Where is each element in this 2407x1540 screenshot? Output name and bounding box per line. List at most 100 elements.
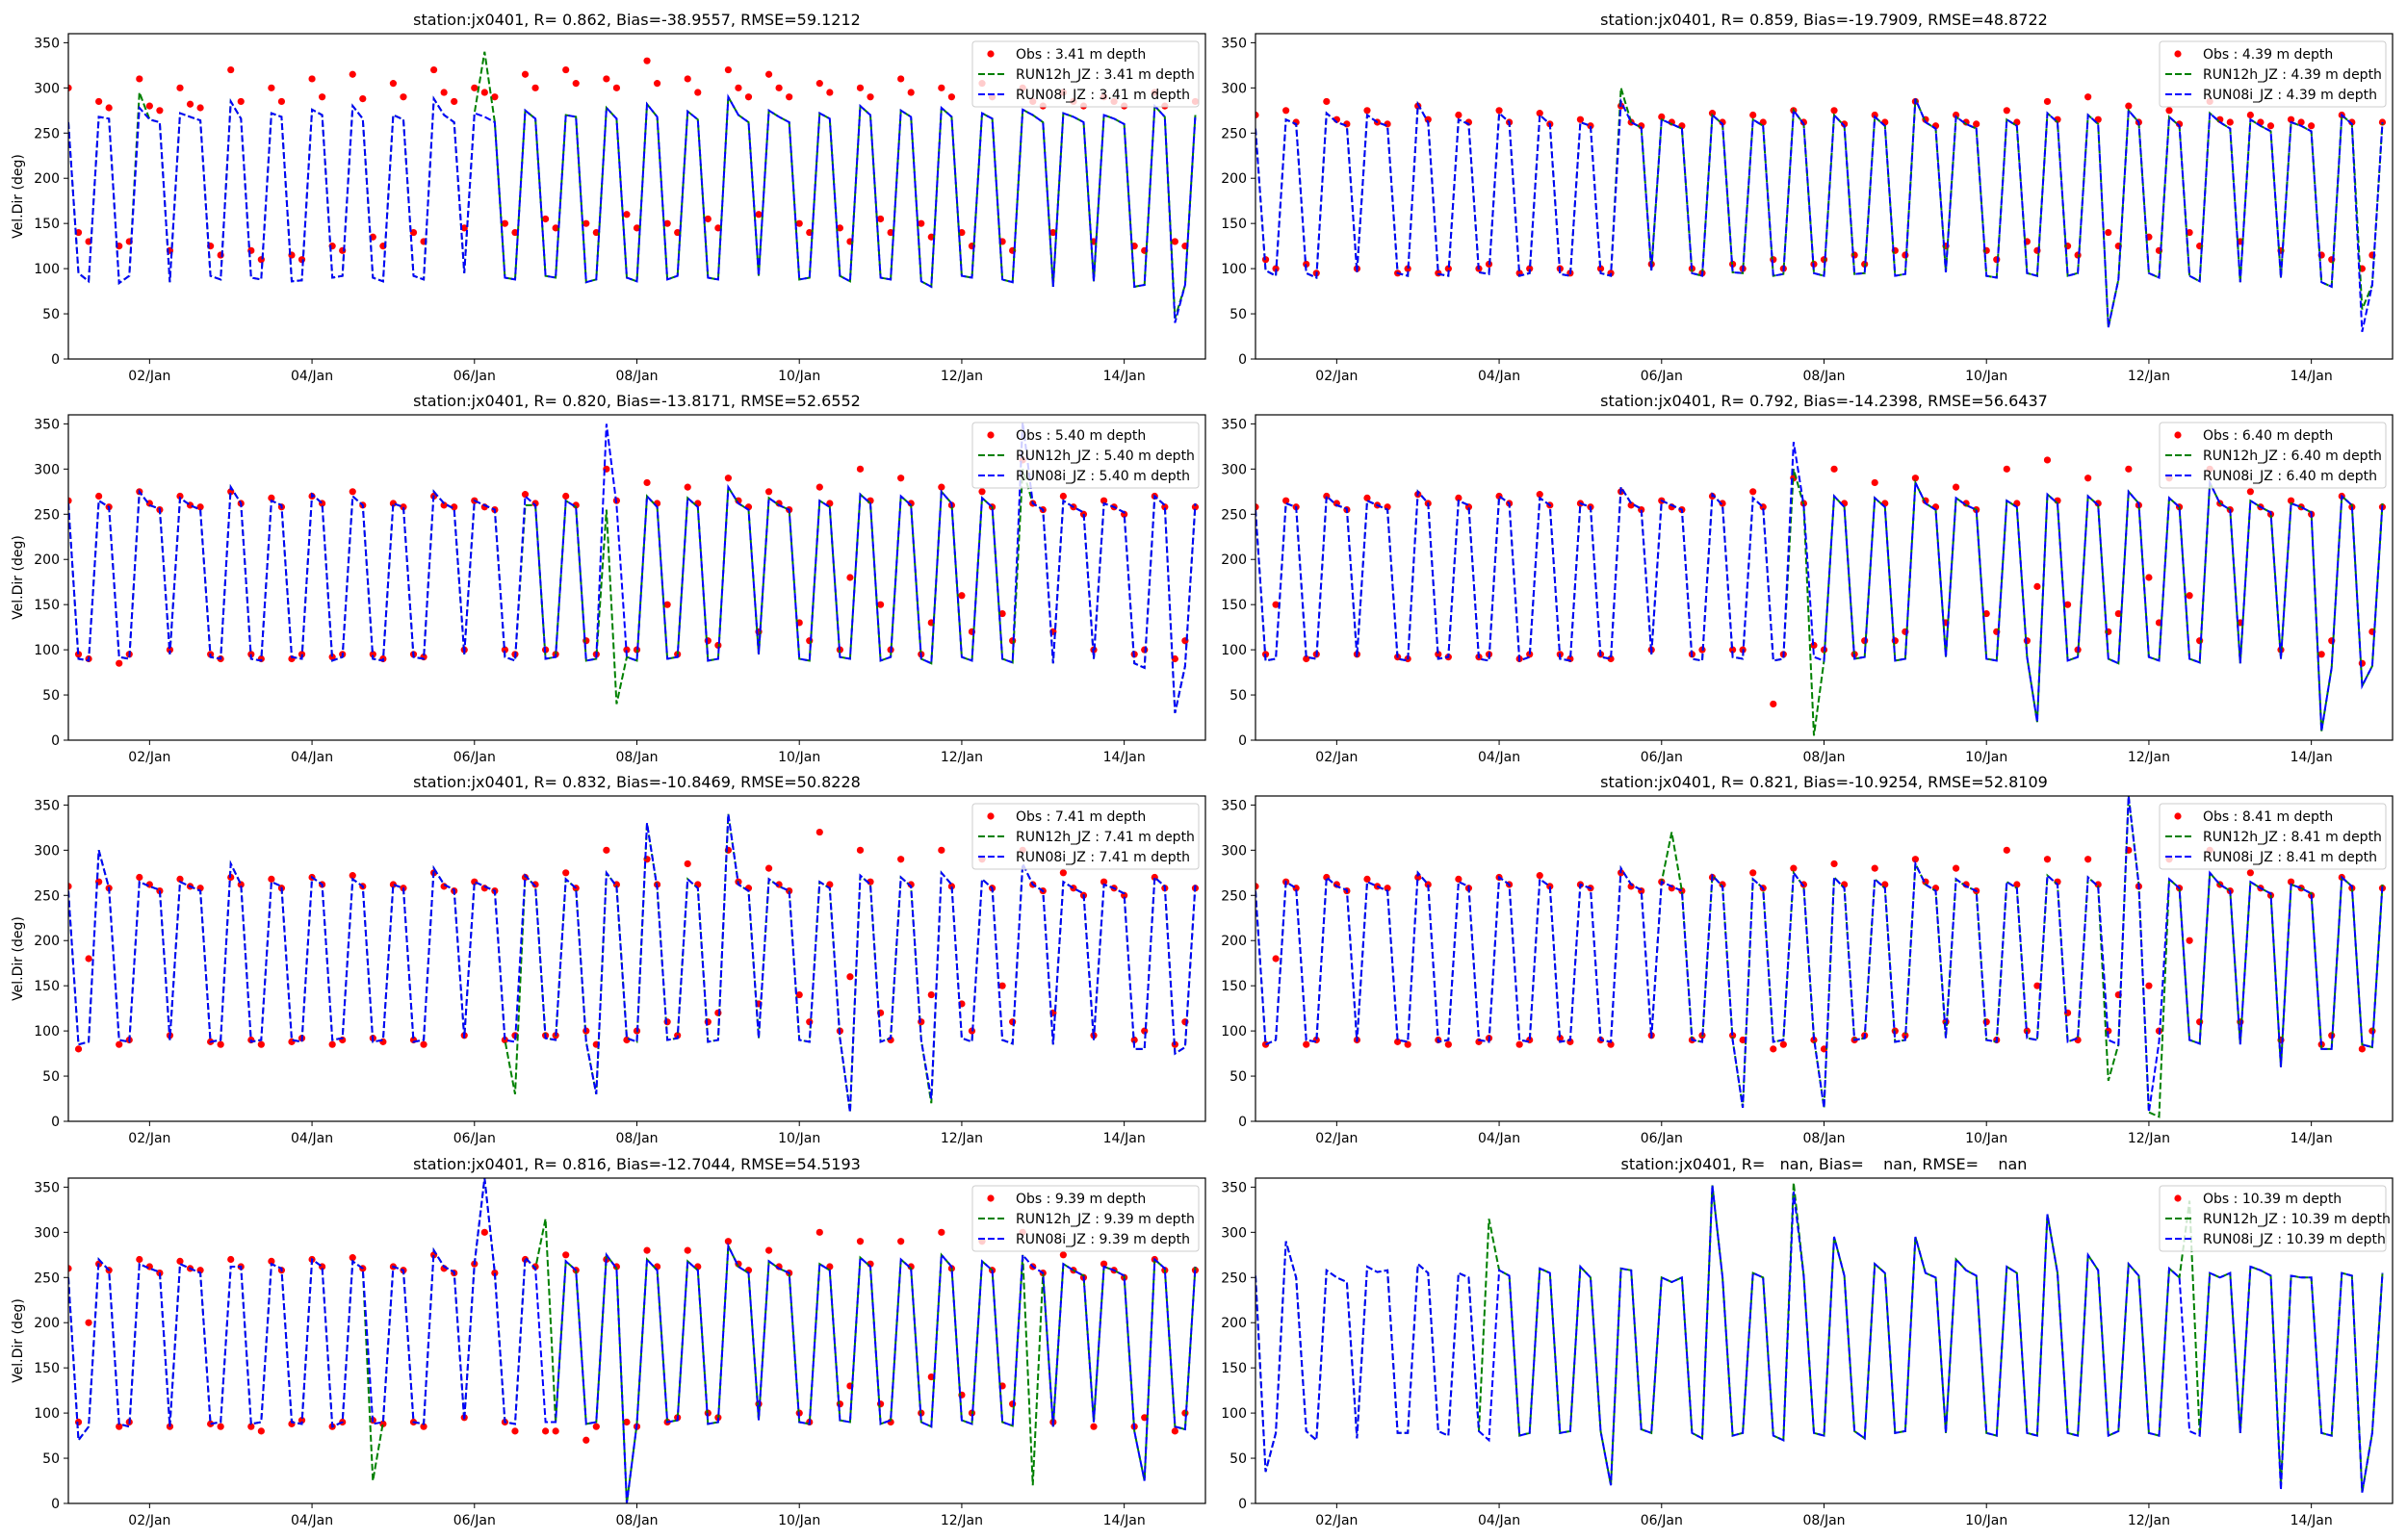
subplot-4: station:jx0401, R= 0.792, Bias=-14.2398,… (1221, 392, 2394, 765)
obs-point (1587, 122, 1594, 130)
obs-point (1363, 107, 1371, 115)
obs-point (440, 501, 448, 509)
obs-point (2165, 107, 2173, 115)
obs-point (562, 492, 570, 500)
obs-point (1384, 885, 1391, 892)
obs-point (846, 973, 854, 981)
y-tick-label: 50 (42, 307, 60, 322)
obs-point (998, 982, 1006, 989)
x-tick-label: 06/Jan (453, 750, 496, 765)
obs-point (166, 646, 174, 654)
obs-point (1911, 856, 1920, 863)
obs-point (2145, 982, 2153, 989)
y-tick-label: 50 (1229, 1069, 1247, 1085)
obs-point (349, 1254, 356, 1262)
obs-point (724, 475, 733, 482)
y-tick-label: 100 (34, 262, 60, 277)
obs-point (1749, 488, 1757, 496)
subplot-title: station:jx0401, R= 0.832, Bias=-10.8469,… (413, 773, 861, 791)
obs-point (328, 654, 336, 661)
obs-point (176, 84, 184, 91)
legend: Obs : 6.40 m depth RUN12h_JZ : 6.40 m dep… (2159, 422, 2387, 489)
y-tick-label: 100 (1221, 1024, 1247, 1040)
obs-point (298, 1417, 306, 1424)
legend-label-run12h: RUN12h_JZ : 10.39 m depth (2203, 1212, 2391, 1227)
x-tick-label: 02/Jan (1315, 1513, 1358, 1528)
obs-point (1141, 1414, 1149, 1422)
obs-point (1902, 1032, 1909, 1040)
obs-point (1982, 1018, 1990, 1026)
axes-frame (1255, 1177, 2394, 1504)
obs-point (196, 104, 204, 112)
legend-label-obs: Obs : 6.40 m depth (2203, 428, 2333, 444)
y-tick-label: 100 (1221, 643, 1247, 658)
obs-point (876, 215, 885, 223)
x-tick-label: 08/Jan (615, 369, 658, 384)
obs-point (724, 1238, 733, 1245)
obs-point (1363, 875, 1371, 883)
obs-point (714, 1009, 722, 1016)
obs-point (1536, 491, 1543, 499)
obs-point (328, 1040, 336, 1048)
subplot-2: station:jx0401, R= 0.859, Bias=-19.7909,… (1221, 11, 2394, 384)
x-tick-label: 10/Jan (1965, 750, 2007, 765)
obs-point (1009, 637, 1017, 645)
x-tick-label: 08/Jan (1802, 1131, 1845, 1146)
obs-point (1444, 1040, 1452, 1048)
obs-point (927, 990, 935, 999)
obs-point (1728, 646, 1737, 654)
obs-point (998, 609, 1006, 618)
obs-point (68, 883, 72, 890)
obs-point (2297, 118, 2305, 126)
obs-point (95, 492, 103, 500)
y-tick-label: 250 (1221, 126, 1247, 141)
legend: Obs : 8.41 m depth RUN12h_JZ : 8.41 m dep… (2159, 803, 2387, 870)
obs-point (2186, 592, 2193, 600)
y-tick-label: 350 (34, 417, 60, 432)
obs-point (562, 1251, 570, 1259)
run08i-line (68, 813, 1197, 1113)
obs-point (389, 881, 398, 888)
y-tick-label: 300 (1221, 843, 1247, 859)
legend-label-run12h: RUN12h_JZ : 8.41 m depth (2203, 830, 2382, 845)
obs-point (1059, 492, 1067, 500)
x-tick-label: 02/Jan (128, 369, 170, 384)
y-tick-label: 300 (1221, 462, 1247, 477)
y-tick-label: 50 (1229, 688, 1247, 704)
subplot-title: station:jx0401, R= 0.821, Bias=-10.9254,… (1600, 773, 2048, 791)
y-tick-label: 200 (1221, 171, 1247, 187)
obs-point (116, 659, 123, 667)
obs-point (2084, 475, 2092, 482)
x-tick-label: 14/Jan (1103, 750, 1146, 765)
x-tick-label: 04/Jan (1478, 1513, 1520, 1528)
obs-point (2196, 637, 2204, 645)
obs-point (319, 93, 326, 101)
obs-point (927, 233, 935, 241)
obs-point (1404, 265, 1411, 272)
y-tick-label: 150 (1221, 217, 1247, 232)
x-tick-label: 14/Jan (1103, 1131, 1146, 1146)
obs-point (806, 637, 814, 645)
obs-point (227, 1255, 235, 1264)
obs-point (552, 1427, 559, 1435)
legend: Obs : 10.39 m depth RUN12h_JZ : 10.39 m d… (2159, 1185, 2391, 1252)
obs-point (196, 503, 204, 511)
y-tick-label: 50 (42, 1069, 60, 1085)
obs-point (2145, 574, 2153, 581)
x-tick-label: 04/Jan (291, 750, 333, 765)
obs-point (68, 497, 72, 504)
obs-point (2358, 659, 2366, 667)
obs-point (501, 219, 509, 227)
obs-point (2287, 116, 2295, 123)
obs-point (298, 256, 306, 264)
obs-point (1455, 494, 1462, 501)
obs-point (491, 93, 499, 101)
obs-point (775, 84, 783, 91)
obs-point (2003, 465, 2010, 473)
y-tick-label: 350 (1221, 417, 1247, 432)
obs-point (2003, 846, 2010, 854)
legend-obs-marker (2174, 431, 2182, 439)
legend-label-obs: Obs : 3.41 m depth (1016, 47, 1146, 63)
obs-point (379, 1420, 387, 1427)
obs-point (531, 500, 539, 507)
